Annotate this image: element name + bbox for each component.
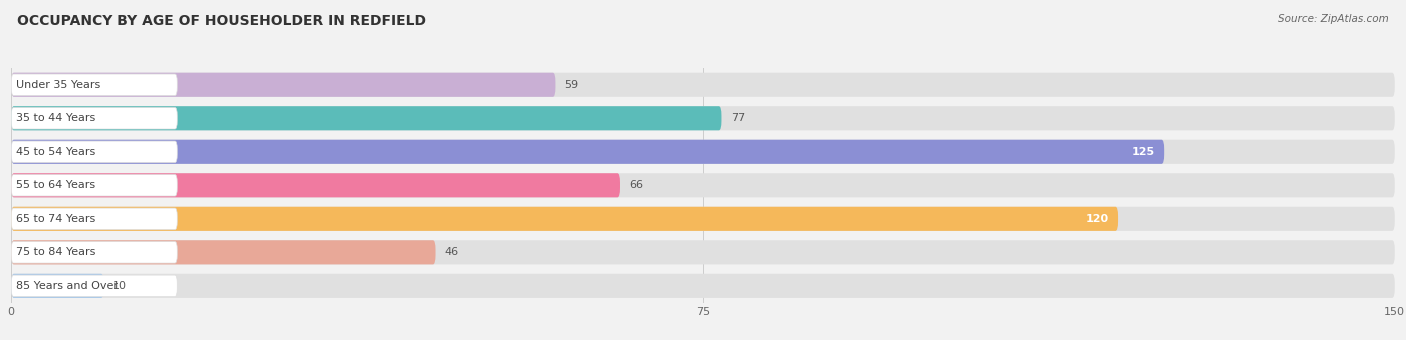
Text: Source: ZipAtlas.com: Source: ZipAtlas.com	[1278, 14, 1389, 23]
FancyBboxPatch shape	[11, 73, 555, 97]
FancyBboxPatch shape	[11, 275, 177, 296]
FancyBboxPatch shape	[11, 274, 104, 298]
FancyBboxPatch shape	[11, 106, 721, 130]
FancyBboxPatch shape	[11, 73, 1395, 97]
FancyBboxPatch shape	[11, 240, 1395, 265]
Text: 59: 59	[565, 80, 579, 90]
FancyBboxPatch shape	[11, 240, 436, 265]
FancyBboxPatch shape	[11, 106, 1395, 130]
FancyBboxPatch shape	[11, 207, 1118, 231]
FancyBboxPatch shape	[11, 208, 177, 230]
FancyBboxPatch shape	[11, 174, 177, 196]
FancyBboxPatch shape	[11, 207, 1395, 231]
Text: 65 to 74 Years: 65 to 74 Years	[15, 214, 96, 224]
FancyBboxPatch shape	[11, 140, 1395, 164]
Text: 125: 125	[1132, 147, 1154, 157]
Text: 120: 120	[1085, 214, 1109, 224]
FancyBboxPatch shape	[11, 274, 1395, 298]
Text: 45 to 54 Years: 45 to 54 Years	[15, 147, 96, 157]
FancyBboxPatch shape	[11, 140, 1164, 164]
FancyBboxPatch shape	[11, 173, 1395, 197]
FancyBboxPatch shape	[11, 74, 177, 96]
FancyBboxPatch shape	[11, 242, 177, 263]
Text: 75 to 84 Years: 75 to 84 Years	[15, 247, 96, 257]
Text: 77: 77	[731, 113, 745, 123]
FancyBboxPatch shape	[11, 107, 177, 129]
Text: Under 35 Years: Under 35 Years	[15, 80, 100, 90]
Text: 85 Years and Over: 85 Years and Over	[15, 281, 118, 291]
Text: OCCUPANCY BY AGE OF HOUSEHOLDER IN REDFIELD: OCCUPANCY BY AGE OF HOUSEHOLDER IN REDFI…	[17, 14, 426, 28]
FancyBboxPatch shape	[11, 173, 620, 197]
Text: 66: 66	[630, 180, 643, 190]
Text: 10: 10	[112, 281, 127, 291]
FancyBboxPatch shape	[11, 141, 177, 163]
Text: 35 to 44 Years: 35 to 44 Years	[15, 113, 96, 123]
Text: 46: 46	[444, 247, 458, 257]
Text: 55 to 64 Years: 55 to 64 Years	[15, 180, 96, 190]
